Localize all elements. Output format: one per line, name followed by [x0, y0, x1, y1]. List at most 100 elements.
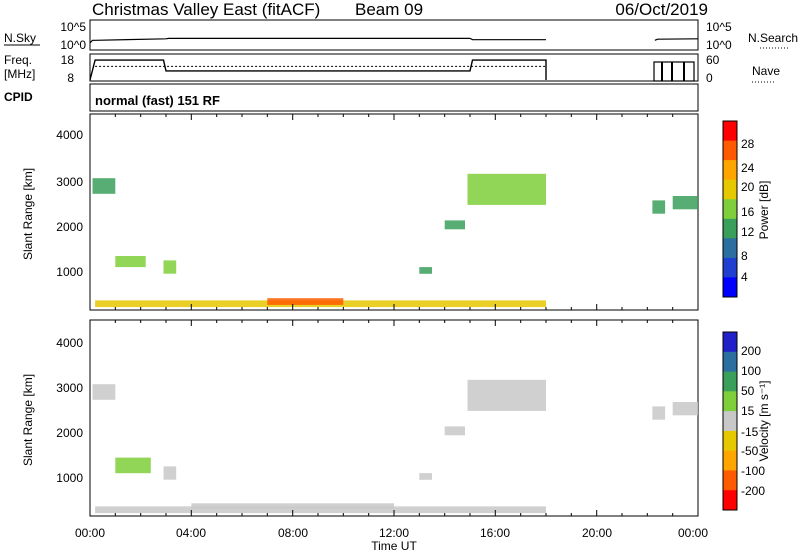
power-colorbar-segment-5 [723, 218, 737, 239]
date-label: 06/Oct/2019 [615, 0, 708, 19]
power-cbar-tick-28: 28 [741, 137, 755, 151]
power-cbar-tick-8: 8 [741, 249, 748, 263]
velocity-cell-4 [191, 503, 394, 509]
nsky-line-late [654, 38, 699, 41]
nsky-label: N.Sky [4, 31, 36, 45]
nsky-line [89, 37, 546, 44]
velocity-colorbar-segment-5 [723, 430, 737, 452]
velocity-cbar-tick-neg15: -15 [741, 425, 759, 439]
cpid-label: CPID [4, 90, 33, 104]
power-cell-2 [163, 260, 177, 274]
xtick-label-2400: 00:00 [678, 526, 708, 540]
nsky-panel: N.Sky 10^5 10^0 10^5 10^0 N.Search [4, 19, 798, 52]
power-ytick-3000: 3000 [56, 175, 83, 189]
power-cbar-tick-20: 20 [741, 180, 755, 194]
power-panel: Slant Range [km] 4000 3000 2000 1000 28 … [21, 113, 771, 311]
power-colorbar-segment-1 [723, 140, 737, 161]
xtick-label-0800: 08:00 [278, 526, 308, 540]
freq-tick-bottom: 8 [67, 71, 74, 85]
nsearch-tick-top: 10^5 [706, 20, 732, 34]
power-colorbar-segment-6 [723, 238, 737, 259]
velocity-colorbar-label: Velocity [m s⁻¹] [757, 380, 771, 461]
velocity-ytick-4000: 4000 [56, 336, 83, 350]
velocity-frame [89, 319, 699, 517]
power-cell-8 [652, 200, 666, 214]
velocity-ytick-2000: 2000 [56, 426, 83, 440]
velocity-cbar-tick-200: 200 [741, 344, 761, 358]
velocity-cells [92, 379, 698, 514]
power-cell-7 [467, 173, 546, 205]
velocity-colorbar [723, 332, 737, 511]
xtick-label-1200: 12:00 [379, 526, 409, 540]
cpid-panel: CPID normal (fast) 151 RF [4, 83, 699, 112]
velocity-colorbar-segment-3 [723, 391, 737, 412]
nave-label: Nave [752, 64, 780, 78]
velocity-colorbar-segment-0 [723, 332, 737, 353]
velocity-ytick-3000: 3000 [56, 381, 83, 395]
xtick-marks [89, 114, 699, 516]
freq-frame [89, 53, 699, 82]
xtick-label-0000: 00:00 [75, 526, 105, 540]
velocity-cell-8 [652, 406, 666, 420]
velocity-colorbar-segment-4 [723, 411, 737, 432]
velocity-cell-2 [163, 466, 177, 480]
velocity-cell-5 [419, 473, 432, 480]
power-colorbar-segment-3 [723, 179, 737, 200]
xtick-label-1600: 16:00 [480, 526, 510, 540]
nsky-frame [89, 19, 699, 51]
nsearch-tick-bottom: 10^0 [706, 38, 732, 52]
velocity-ylabel: Slant Range [km] [21, 374, 35, 466]
power-colorbar-frame [722, 120, 738, 298]
velocity-colorbar-frame [722, 331, 738, 511]
velocity-colorbar-segment-7 [723, 470, 737, 491]
velocity-colorbar-segment-6 [723, 450, 737, 471]
freq-tick-top: 18 [61, 53, 75, 67]
nave-tick-bottom: 0 [706, 71, 713, 85]
freq-line [89, 59, 547, 81]
power-cell-0 [92, 178, 116, 194]
power-colorbar-segment-8 [723, 277, 737, 298]
freq-panel: Freq. [MHz] 18 8 60 0 Nave [4, 53, 780, 85]
power-cbar-tick-24: 24 [741, 161, 755, 175]
velocity-colorbar-segment-8 [723, 490, 737, 511]
power-cell-9 [672, 196, 698, 210]
cpid-mode: normal (fast) 151 RF [95, 93, 220, 108]
velocity-cell-6 [444, 426, 465, 436]
velocity-ytick-1000: 1000 [56, 471, 83, 485]
power-ylabel: Slant Range [km] [21, 168, 35, 260]
velocity-cbar-tick-50: 50 [741, 384, 755, 398]
power-cell-4 [267, 298, 344, 305]
nave-tick-top: 60 [706, 53, 720, 67]
velocity-colorbar-segment-1 [723, 351, 737, 373]
power-colorbar-segment-4 [723, 199, 737, 220]
xaxis-label: Time UT [371, 539, 417, 553]
velocity-cell-1 [115, 457, 151, 474]
freq-late-block [653, 61, 695, 82]
x-axis: 00:00 04:00 08:00 12:00 16:00 20:00 00:0… [75, 114, 708, 553]
freq-label-line1: Freq. [4, 53, 32, 67]
power-cell-6 [444, 220, 465, 230]
power-cell-1 [115, 256, 146, 268]
velocity-cell-7 [467, 379, 546, 411]
power-ytick-4000: 4000 [56, 128, 83, 142]
velocity-cbar-tick-neg100: -100 [741, 464, 765, 478]
power-colorbar-label: Power [dB] [757, 181, 771, 240]
plot-title: Christmas Valley East (fitACF) [92, 0, 320, 19]
xtick-label-2000: 20:00 [582, 526, 612, 540]
velocity-cbar-tick-neg200: -200 [741, 484, 765, 498]
power-ytick-1000: 1000 [56, 265, 83, 279]
nsearch-label: N.Search [748, 31, 798, 45]
power-cells [92, 173, 698, 308]
power-ytick-2000: 2000 [56, 220, 83, 234]
velocity-colorbar-segment-2 [723, 371, 737, 392]
velocity-cbar-tick-neg50: -50 [741, 444, 759, 458]
power-cell-5 [419, 267, 432, 274]
power-cbar-tick-12: 12 [741, 225, 755, 239]
cpid-frame [89, 83, 699, 112]
power-cbar-tick-16: 16 [741, 205, 755, 219]
velocity-panel: Slant Range [km] 4000 3000 2000 1000 200… [21, 319, 771, 517]
power-colorbar-segment-2 [723, 160, 737, 181]
velocity-cbar-tick-15: 15 [741, 404, 755, 418]
freq-label-line2: [MHz] [4, 67, 35, 81]
